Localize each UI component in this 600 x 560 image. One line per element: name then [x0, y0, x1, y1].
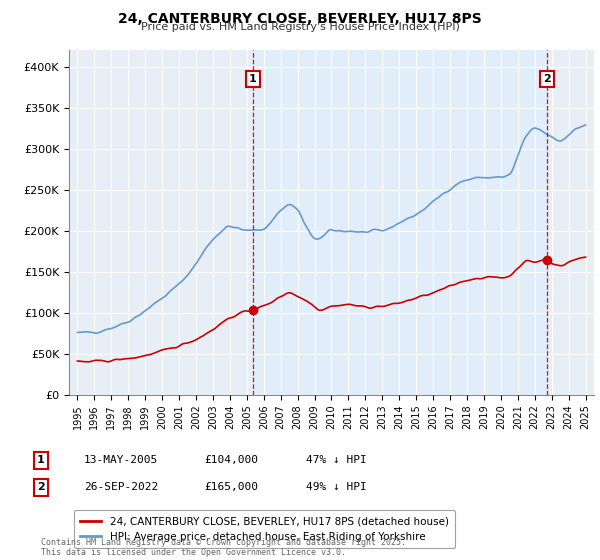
Text: 13-MAY-2005: 13-MAY-2005: [84, 455, 158, 465]
Text: £165,000: £165,000: [204, 482, 258, 492]
Text: 24, CANTERBURY CLOSE, BEVERLEY, HU17 8PS: 24, CANTERBURY CLOSE, BEVERLEY, HU17 8PS: [118, 12, 482, 26]
Legend: 24, CANTERBURY CLOSE, BEVERLEY, HU17 8PS (detached house), HPI: Average price, d: 24, CANTERBURY CLOSE, BEVERLEY, HU17 8PS…: [74, 510, 455, 548]
Text: 1: 1: [249, 74, 257, 84]
Text: 47% ↓ HPI: 47% ↓ HPI: [306, 455, 367, 465]
Bar: [253, 50, 547, 395]
Text: 26-SEP-2022: 26-SEP-2022: [84, 482, 158, 492]
Text: 2: 2: [37, 482, 44, 492]
Text: Contains HM Land Registry data © Crown copyright and database right 2025.
This d: Contains HM Land Registry data © Crown c…: [41, 538, 406, 557]
Text: 49% ↓ HPI: 49% ↓ HPI: [306, 482, 367, 492]
Text: Price paid vs. HM Land Registry's House Price Index (HPI): Price paid vs. HM Land Registry's House …: [140, 22, 460, 32]
Text: 1: 1: [37, 455, 44, 465]
Text: 2: 2: [544, 74, 551, 84]
Text: £104,000: £104,000: [204, 455, 258, 465]
